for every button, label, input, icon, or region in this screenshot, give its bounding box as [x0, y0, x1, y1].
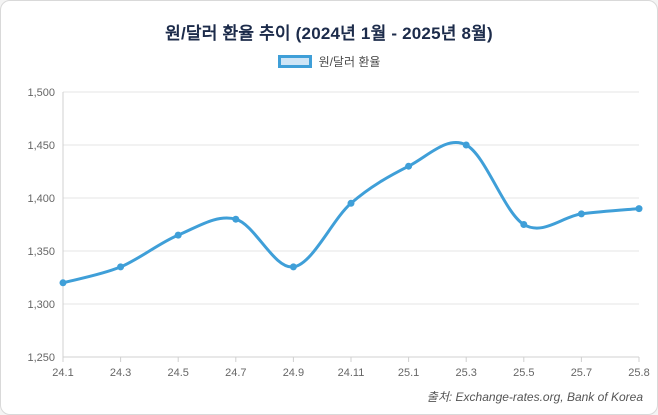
y-axis-label: 1,250 [27, 352, 55, 364]
y-axis-label: 1,300 [27, 299, 55, 311]
data-point[interactable] [347, 199, 355, 207]
data-point[interactable] [289, 263, 297, 271]
legend-item[interactable]: 원/달러 환율 [1, 53, 657, 70]
x-axis-label: 24.1 [52, 367, 73, 379]
y-axis-label: 1,400 [27, 193, 55, 205]
source-text: 출처: Exchange-rates.org, Bank of Korea [426, 390, 643, 404]
x-axis-label: 24.5 [167, 367, 188, 379]
data-point[interactable] [405, 162, 413, 170]
x-axis-label: 25.8 [628, 367, 649, 379]
data-point[interactable] [577, 210, 585, 218]
x-axis-label: 24.11 [338, 367, 365, 379]
data-point[interactable] [232, 215, 240, 223]
x-axis-label: 25.1 [398, 367, 419, 379]
data-point[interactable] [174, 231, 182, 239]
data-point[interactable] [520, 221, 528, 228]
x-axis-label: 25.5 [513, 367, 534, 379]
data-point[interactable] [117, 263, 125, 271]
y-axis-label: 1,350 [27, 246, 55, 258]
chart-title: 원/달러 환율 추이 (2024년 1월 - 2025년 8월) [165, 24, 493, 43]
x-axis-label: 25.7 [571, 367, 592, 379]
data-point[interactable] [635, 205, 643, 213]
x-axis-label: 24.9 [283, 367, 304, 379]
legend-swatch-icon [277, 55, 312, 68]
y-axis-label: 1,500 [27, 87, 55, 99]
data-point[interactable] [59, 279, 67, 287]
line-chart: 1,250 1,300 1,350 1,400 1,450 1,500 24.1 24.3 24… [27, 87, 649, 379]
x-axis-label: 25.3 [455, 367, 476, 379]
x-axis-label: 24.7 [225, 367, 246, 379]
series-line [61, 141, 641, 285]
y-axis-label: 1,450 [27, 140, 55, 152]
legend-label: 원/달러 환율 [318, 55, 381, 69]
x-axis-label: 24.3 [110, 367, 131, 379]
data-point[interactable] [462, 141, 470, 149]
